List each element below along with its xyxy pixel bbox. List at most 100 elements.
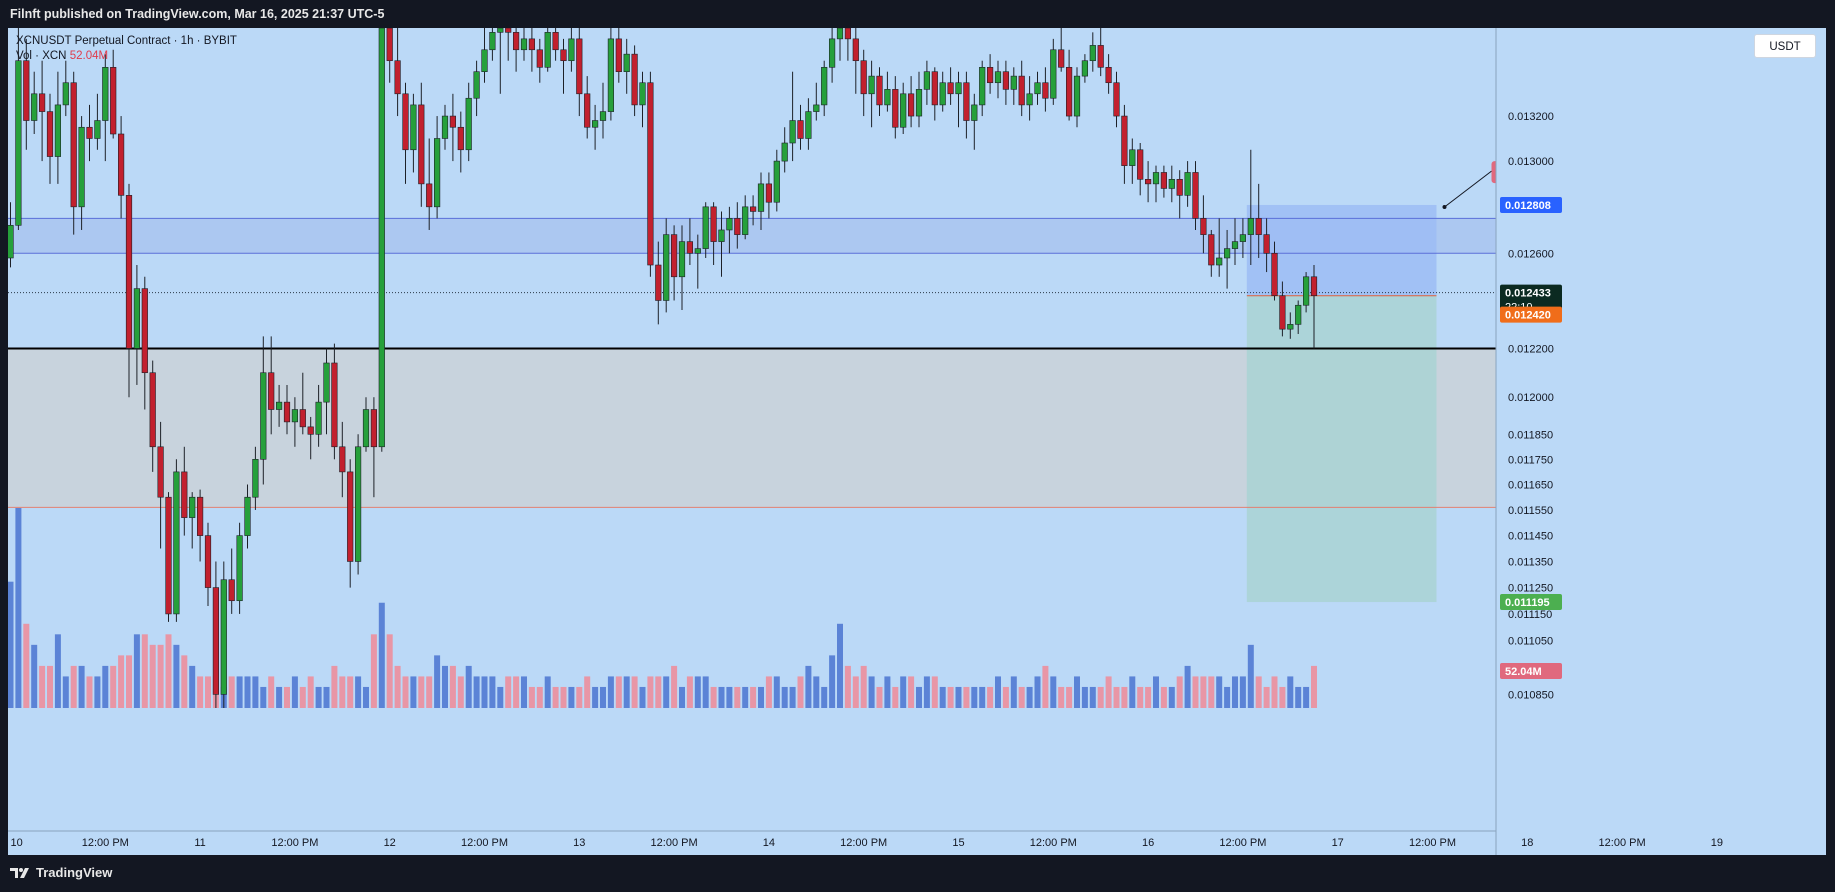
candle-11-13-00[interactable]: [299, 409, 306, 428]
candle-14-13-00[interactable]: [868, 75, 875, 95]
candle-12-20-00[interactable]: [544, 32, 551, 68]
candle-12-09-00[interactable]: [457, 126, 464, 151]
candle-10-06-00[interactable]: [54, 104, 61, 157]
candle-16-07-00[interactable]: [1200, 218, 1207, 235]
candle-13-03-00[interactable]: [599, 111, 607, 121]
candle-12-13-00[interactable]: [489, 32, 496, 51]
candle-11-01-00[interactable]: [204, 535, 212, 588]
candle-16-00-00[interactable]: [1145, 179, 1152, 185]
candle-11-03-00[interactable]: [220, 579, 227, 695]
candle-13-10-00[interactable]: [655, 264, 662, 301]
candle-15-12-00[interactable]: [1050, 49, 1057, 99]
candle-16-09-00[interactable]: [1216, 257, 1223, 266]
candle-11-06-00[interactable]: [244, 496, 251, 536]
candle-11-10-00[interactable]: [275, 401, 283, 410]
candle-16-11-00[interactable]: [1231, 241, 1239, 249]
candle-10-17-00[interactable]: [141, 288, 148, 374]
candle-11-05-00[interactable]: [236, 535, 243, 602]
candle-10-23-00[interactable]: [189, 496, 196, 518]
candle-16-18-00[interactable]: [1287, 324, 1294, 330]
candle-10-21-00[interactable]: [173, 471, 180, 615]
candle-16-04-00[interactable]: [1176, 179, 1183, 196]
candle-12-05-00[interactable]: [426, 183, 433, 208]
candle-15-17-00[interactable]: [1089, 45, 1096, 62]
candle-13-19-00[interactable]: [726, 218, 733, 231]
candle-10-13-00[interactable]: [110, 67, 117, 135]
candle-13-04-00[interactable]: [607, 38, 614, 112]
candle-15-20-00[interactable]: [1113, 82, 1120, 117]
tradingview-logo[interactable]: TradingView: [10, 865, 112, 880]
candle-11-17-00[interactable]: [331, 362, 338, 448]
candle-13-02-00[interactable]: [591, 120, 599, 128]
candle-10-01-00[interactable]: [15, 60, 22, 226]
candle-15-10-00[interactable]: [1034, 82, 1041, 95]
candle-14-08-00[interactable]: [828, 38, 836, 68]
position-target-zone[interactable]: [1246, 204, 1437, 296]
candle-14-09-00[interactable]: [836, 28, 844, 40]
candle-10-02-00[interactable]: [23, 60, 30, 121]
candle-16-13-00[interactable]: [1247, 218, 1254, 235]
candle-13-11-00[interactable]: [663, 234, 670, 301]
candle-13-12-00[interactable]: [670, 234, 678, 278]
candle-14-07-00[interactable]: [821, 67, 828, 106]
candle-15-22-00[interactable]: [1129, 149, 1136, 166]
candle-16-17-00[interactable]: [1279, 295, 1286, 330]
candle-12-06-00[interactable]: [433, 138, 441, 208]
candle-15-16-00[interactable]: [1081, 60, 1088, 77]
candle-13-17-00[interactable]: [710, 206, 717, 242]
candle-16-02-00[interactable]: [1160, 172, 1167, 189]
candle-11-15-00[interactable]: [315, 401, 322, 435]
candle-10-07-00[interactable]: [62, 82, 69, 106]
candle-14-03-00[interactable]: [789, 120, 796, 144]
candle-15-19-00[interactable]: [1105, 67, 1112, 84]
candle-12-23-00[interactable]: [568, 38, 575, 62]
candle-13-08-00[interactable]: [639, 82, 646, 106]
candle-13-06-00[interactable]: [623, 53, 630, 73]
candle-10-16-00[interactable]: [133, 288, 140, 349]
candle-12-02-00[interactable]: [402, 93, 409, 151]
candle-15-01-00[interactable]: [963, 82, 970, 121]
candle-15-02-00[interactable]: [971, 104, 978, 121]
candle-13-20-00[interactable]: [734, 218, 741, 235]
candle-15-00-00[interactable]: [955, 82, 962, 95]
candle-10-05-00[interactable]: [46, 111, 54, 157]
candle-15-21-00[interactable]: [1121, 115, 1128, 166]
candle-10-20-00[interactable]: [165, 496, 172, 615]
candle-14-11-00[interactable]: [852, 38, 859, 62]
candle-14-22-00[interactable]: [939, 82, 946, 106]
candle-12-07-00[interactable]: [441, 115, 449, 139]
candle-10-15-00[interactable]: [125, 195, 133, 349]
price-badge-stop[interactable]: [1500, 594, 1562, 611]
candle-13-07-00[interactable]: [631, 53, 638, 106]
price-badge-volume[interactable]: [1500, 663, 1562, 679]
candle-15-11-00[interactable]: [1042, 82, 1049, 99]
candle-12-18-00[interactable]: [528, 38, 535, 51]
candle-12-00-00[interactable]: [386, 28, 393, 62]
candle-13-09-00[interactable]: [647, 82, 654, 266]
candle-10-11-00[interactable]: [94, 120, 101, 139]
candle-10-00-00[interactable]: [8, 225, 14, 259]
candle-10-19-00[interactable]: [157, 446, 164, 498]
candle-11-21-00[interactable]: [362, 409, 370, 448]
candle-14-10-00[interactable]: [844, 28, 851, 40]
candle-13-01-00[interactable]: [584, 93, 591, 128]
candle-15-04-00[interactable]: [986, 67, 994, 84]
candle-14-17-00[interactable]: [900, 93, 907, 128]
candle-14-20-00[interactable]: [923, 71, 930, 90]
candle-10-12-00[interactable]: [102, 67, 109, 121]
candle-11-19-00[interactable]: [347, 471, 354, 562]
candle-12-22-00[interactable]: [560, 49, 567, 62]
position-stop-zone[interactable]: [1246, 295, 1437, 603]
candle-14-18-00[interactable]: [907, 93, 915, 117]
symbol-line[interactable]: XCNUSDT Perpetual Contract · 1h · BYBIT: [16, 35, 237, 47]
candle-13-22-00[interactable]: [749, 206, 757, 212]
candle-16-20-00[interactable]: [1303, 276, 1310, 306]
candle-15-09-00[interactable]: [1026, 93, 1033, 106]
candle-14-15-00[interactable]: [884, 89, 891, 106]
candle-12-01-00[interactable]: [394, 60, 401, 95]
candle-15-06-00[interactable]: [1002, 71, 1009, 90]
candle-11-22-00[interactable]: [370, 409, 378, 448]
candle-14-16-00[interactable]: [892, 89, 899, 128]
candle-10-18-00[interactable]: [149, 372, 156, 448]
candle-12-21-00[interactable]: [552, 32, 559, 51]
